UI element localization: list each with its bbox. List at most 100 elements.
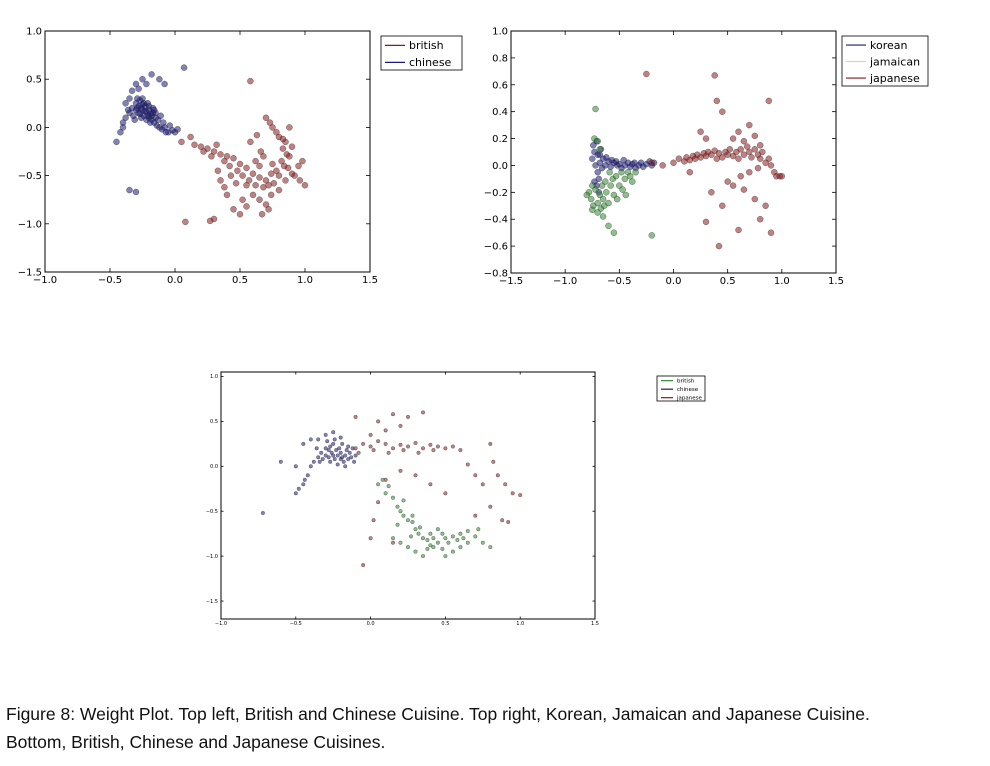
y-tick-label: 1.0: [210, 374, 218, 380]
data-point: [458, 448, 463, 453]
data-point: [708, 189, 715, 196]
data-point: [592, 186, 599, 193]
data-point: [618, 168, 625, 176]
data-point: [293, 464, 298, 469]
data-point: [368, 444, 373, 449]
data-point: [223, 153, 231, 160]
data-point: [126, 186, 133, 194]
data-point: [347, 450, 352, 455]
data-point: [756, 215, 764, 223]
series-japanese: [643, 70, 786, 250]
data-point: [335, 462, 340, 467]
data-point: [174, 126, 181, 133]
data-point: [450, 549, 455, 554]
data-point: [740, 151, 748, 158]
legend-label: japanese: [869, 72, 920, 85]
data-point: [431, 545, 436, 550]
data-point: [180, 64, 188, 71]
data-point: [296, 177, 304, 184]
data-point: [349, 455, 354, 460]
data-point: [124, 106, 132, 114]
data-point: [122, 100, 129, 107]
data-point: [308, 464, 313, 469]
data-point: [296, 486, 301, 491]
data-point: [226, 162, 233, 170]
caption-line-1: Figure 8: Weight Plot. Top left, British…: [6, 704, 870, 724]
data-point: [596, 151, 604, 158]
data-point: [371, 518, 376, 523]
data-point: [316, 437, 321, 442]
data-point: [405, 545, 411, 550]
data-point: [249, 191, 257, 199]
data-point: [243, 203, 250, 210]
data-point: [729, 182, 737, 189]
data-point: [461, 536, 466, 541]
chart-top-left: −1.0 −0.5 0.0 0.5 1.0 1.5−1.5−1.0−0.50.00.51.…: [18, 27, 378, 287]
data-point: [210, 148, 218, 155]
data-point: [621, 175, 629, 183]
data-point: [410, 519, 415, 525]
data-point: [275, 186, 283, 194]
data-point: [157, 112, 164, 120]
data-point: [754, 164, 762, 172]
legend-label: chinese: [409, 56, 452, 69]
data-point: [126, 95, 133, 102]
data-point: [223, 191, 231, 199]
data-point: [383, 491, 388, 496]
data-point: [148, 71, 155, 78]
y-tick-label: −1.0: [206, 554, 218, 560]
data-point: [767, 229, 775, 236]
data-point: [328, 444, 333, 449]
legend-top-right: korean jamaican japanese: [841, 35, 929, 87]
data-point: [368, 536, 373, 541]
data-point: [702, 218, 710, 226]
data-point: [643, 70, 650, 78]
data-point: [390, 495, 396, 500]
data-point: [686, 168, 694, 176]
data-point: [751, 146, 759, 153]
data-point: [265, 206, 272, 213]
y-tick-label: −0.5: [206, 509, 218, 515]
data-point: [488, 545, 493, 550]
data-point: [398, 509, 403, 514]
data-point: [759, 148, 766, 156]
data-point: [420, 446, 426, 451]
data-point: [735, 128, 742, 136]
data-point: [610, 229, 618, 236]
data-point: [713, 155, 721, 162]
data-point: [286, 124, 293, 131]
data-point: [346, 457, 351, 462]
x-tick-label: −1.0: [553, 276, 577, 287]
data-point: [778, 172, 786, 180]
data-point: [473, 513, 478, 518]
data-point: [719, 108, 726, 115]
data-point: [401, 448, 406, 453]
data-point: [751, 195, 759, 203]
data-point: [428, 531, 433, 536]
x-tick-label: 1.5: [828, 276, 844, 287]
data-point: [320, 457, 325, 462]
data-point: [398, 442, 403, 447]
y-tick-label: 0.0: [210, 464, 218, 470]
data-point: [435, 540, 440, 545]
series-british: [178, 77, 309, 226]
data-point: [746, 148, 753, 156]
data-point: [495, 473, 500, 478]
data-point: [383, 428, 388, 433]
data-point: [401, 513, 406, 518]
x-tick-label: −0.5: [607, 276, 631, 287]
series-chinese: [260, 430, 358, 516]
series-japanese: [353, 410, 523, 568]
data-point: [247, 77, 254, 85]
data-point: [288, 170, 296, 177]
data-point: [182, 218, 189, 226]
data-point: [488, 504, 493, 509]
x-tick-label: 1.0: [516, 621, 524, 627]
data-point: [343, 453, 348, 458]
y-tick-label: −0.2: [484, 188, 508, 199]
data-point: [279, 135, 287, 143]
data-point: [301, 181, 309, 189]
y-tick-label: 0.5: [26, 75, 42, 86]
data-point: [356, 450, 361, 455]
